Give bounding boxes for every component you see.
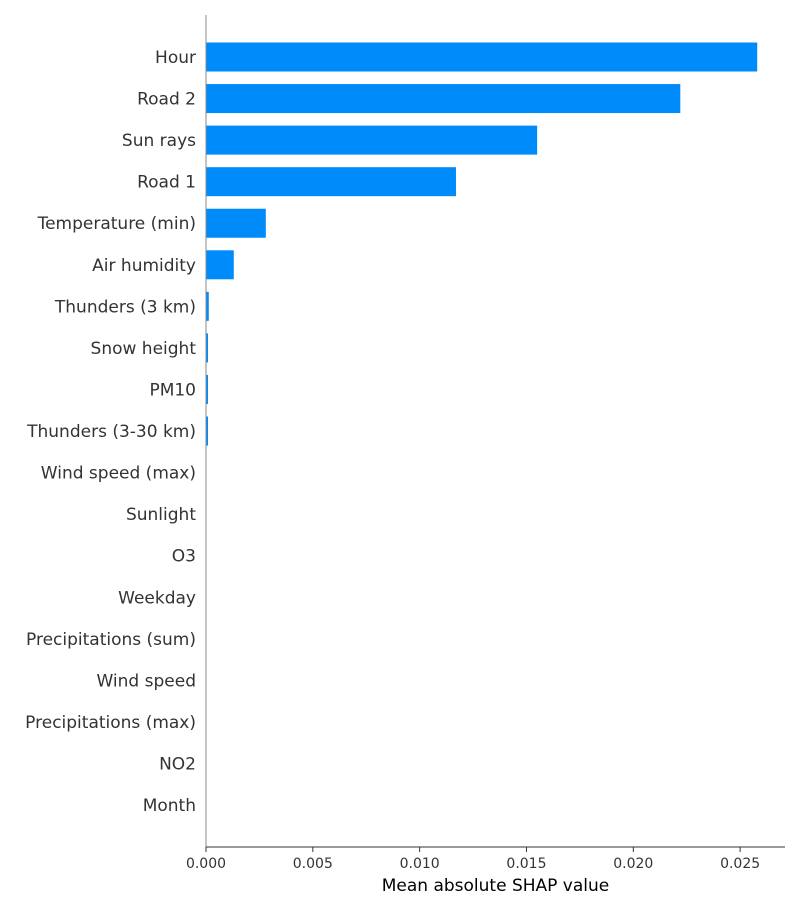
bar-snow-height xyxy=(206,333,208,363)
x-tick-label: 0.015 xyxy=(506,856,546,872)
category-label: Sun rays xyxy=(122,131,196,151)
category-label: PM10 xyxy=(149,380,196,400)
category-labels: Hour Road 2 Sun rays Road 1 Temperature (min… xyxy=(25,48,196,816)
category-label: Snow height xyxy=(91,339,197,359)
bar-hour xyxy=(206,42,758,72)
bar-sun-rays xyxy=(206,125,538,155)
x-tick-label: 0.010 xyxy=(400,856,440,872)
category-label: Sunlight xyxy=(126,505,196,525)
bar-thunders-3-30-km xyxy=(206,416,208,446)
category-label: Road 1 xyxy=(137,173,196,193)
x-axis-title: Mean absolute SHAP value xyxy=(382,876,610,896)
bar-temperature-min xyxy=(206,208,266,238)
category-label: Month xyxy=(143,796,196,816)
x-tick-label: 0.005 xyxy=(293,856,333,872)
category-label: Weekday xyxy=(118,588,196,608)
bar-road-2 xyxy=(206,84,681,114)
category-label: Wind speed (max) xyxy=(41,464,196,484)
category-label: Wind speed xyxy=(97,671,197,691)
category-label: Thunders (3 km) xyxy=(54,297,196,317)
x-tick-label: 0.020 xyxy=(613,856,653,872)
category-label: Air humidity xyxy=(92,256,196,276)
bars-group xyxy=(206,42,758,446)
category-label: O3 xyxy=(172,547,196,567)
bar-air-humidity xyxy=(206,250,234,280)
category-label: Thunders (3-30 km) xyxy=(26,422,196,442)
bar-thunders-3-km xyxy=(206,291,209,321)
category-label: Hour xyxy=(155,48,196,68)
category-label: Road 2 xyxy=(137,90,196,110)
x-tick-label: 0.025 xyxy=(720,856,760,872)
bar-pm10 xyxy=(206,374,208,404)
category-label: Precipitations (max) xyxy=(25,713,196,733)
x-axis-ticks: 0.000 0.005 0.010 0.015 0.020 0.025 xyxy=(186,847,760,872)
x-tick-label: 0.000 xyxy=(186,856,226,872)
category-label: NO2 xyxy=(159,755,196,775)
category-label: Temperature (min) xyxy=(37,214,196,234)
bar-road-1 xyxy=(206,167,456,197)
category-label: Precipitations (sum) xyxy=(26,630,196,650)
